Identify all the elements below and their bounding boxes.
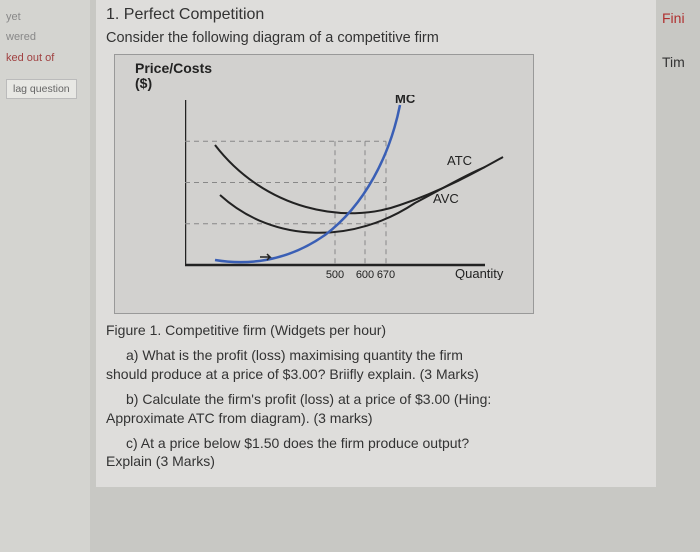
question-text: should produce at a price of $3.00? Brii… [106, 366, 479, 382]
chart-y-axis-title: Price/Costs ($) [135, 61, 212, 92]
question-panel: 1. Perfect Competition Consider the foll… [96, 0, 656, 487]
right-panel: Fini Tim [662, 10, 700, 70]
flag-question-button[interactable]: lag question [6, 79, 77, 99]
svg-text:Quantity: Quantity [455, 266, 504, 280]
figure-caption: Figure 1. Competitive firm (Widgets per … [106, 322, 646, 338]
chart-title-line: Price/Costs [135, 60, 212, 76]
question-text: a) What is the profit (loss) maximising … [126, 347, 463, 363]
question-a: a) What is the profit (loss) maximising … [106, 346, 646, 384]
question-text: Explain (3 Marks) [106, 453, 215, 469]
status-text: yet [6, 10, 84, 24]
svg-text:600: 600 [356, 269, 374, 280]
question-text: c) At a price below $1.50 does the firm … [126, 435, 469, 451]
status-text: ked out of [6, 51, 84, 65]
question-text: b) Calculate the firm's profit (loss) at… [126, 391, 491, 407]
chart-title-line: ($) [135, 75, 152, 91]
finish-link[interactable]: Fini [662, 10, 700, 26]
svg-text:MC: MC [395, 95, 416, 106]
svg-text:500: 500 [326, 269, 344, 280]
status-text: wered [6, 30, 84, 44]
svg-text:670: 670 [377, 269, 395, 280]
question-subheading: Consider the following diagram of a comp… [106, 30, 646, 46]
cost-curves-chart: Price/Costs ($) 4.503.001.50500600670MCA… [114, 54, 534, 314]
question-heading: 1. Perfect Competition [106, 6, 646, 24]
question-c: c) At a price below $1.50 does the firm … [106, 434, 646, 472]
chart-plot-area: 4.503.001.50500600670MCATCAVCQuantity [185, 95, 505, 280]
svg-text:ATC: ATC [447, 153, 472, 168]
question-b: b) Calculate the firm's profit (loss) at… [106, 390, 646, 428]
time-label: Tim [662, 54, 700, 70]
chart-svg: 4.503.001.50500600670MCATCAVCQuantity [185, 95, 505, 280]
question-text: Approximate ATC from diagram). (3 marks) [106, 410, 373, 426]
svg-text:AVC: AVC [433, 191, 459, 206]
sidebar: yet wered ked out of lag question [0, 0, 90, 552]
